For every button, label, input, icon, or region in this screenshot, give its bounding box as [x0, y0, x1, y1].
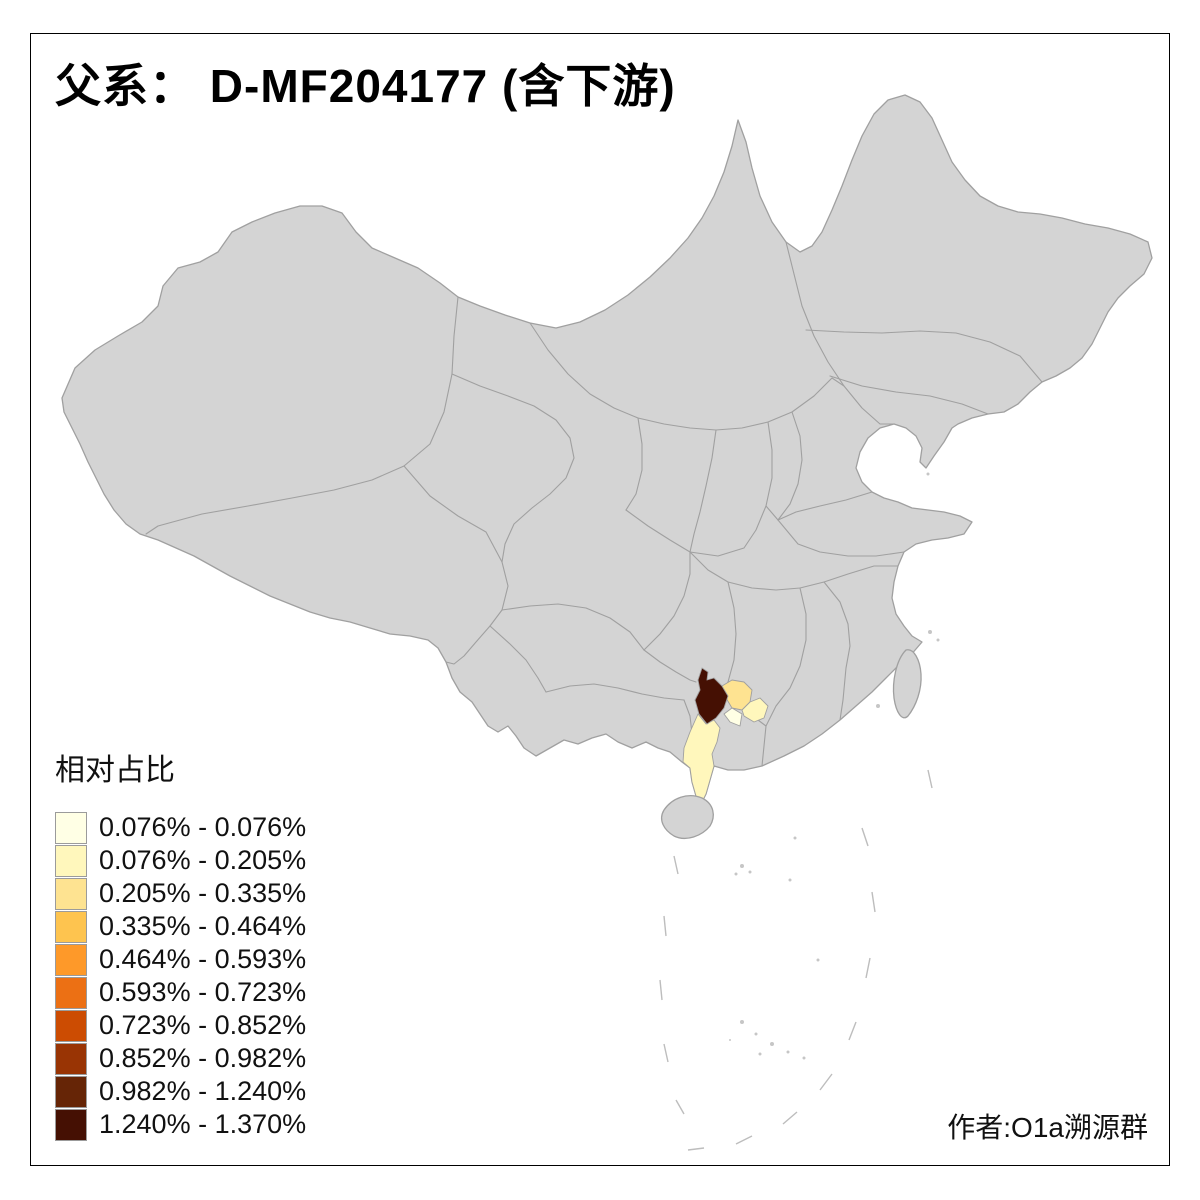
- region-far-east-neighbor: [741, 697, 769, 723]
- legend-label: 0.205% - 0.335%: [99, 878, 307, 908]
- author-credit: 作者:O1a溯源群: [947, 1112, 1148, 1143]
- map-frame: [30, 33, 1170, 1166]
- taiwan-island: [892, 649, 922, 719]
- legend-swatch: [55, 976, 87, 1009]
- legend-label: 0.076% - 0.076%: [99, 812, 307, 842]
- region-southeast-neighbor: [723, 707, 743, 727]
- legend-row: 0.593% - 0.723%: [55, 976, 306, 1009]
- legend-label: 0.593% - 0.723%: [99, 977, 307, 1007]
- legend-swatch: [55, 1009, 87, 1042]
- mainland-outline: [61, 94, 1153, 803]
- legend-row: 0.982% - 1.240%: [55, 1075, 306, 1108]
- legend-label: 0.335% - 0.464%: [99, 911, 307, 941]
- legend-swatch: [55, 1075, 87, 1108]
- legend-row: 0.205% - 0.335%: [55, 877, 306, 910]
- legend-row: 1.240% - 1.370%: [55, 1108, 306, 1141]
- legend-swatch: [55, 1042, 87, 1075]
- legend-label: 0.464% - 0.593%: [99, 944, 307, 974]
- page-title: 父系： D-MF204177 (含下游): [55, 60, 676, 112]
- legend-label: 0.723% - 0.852%: [99, 1010, 307, 1040]
- province-borders: [145, 241, 1043, 769]
- legend-swatch: [55, 910, 87, 943]
- legend-label: 0.852% - 0.982%: [99, 1043, 307, 1073]
- legend-title: 相对占比: [55, 754, 175, 787]
- legend-rows: 0.076% - 0.076% 0.076% - 0.205% 0.205% - 0…: [55, 811, 306, 1141]
- legend-row: 0.335% - 0.464%: [55, 910, 306, 943]
- region-south-peninsula: [682, 713, 721, 803]
- hainan-island: [660, 795, 714, 840]
- legend-swatch: [55, 844, 87, 877]
- legend-label: 1.240% - 1.370%: [99, 1109, 307, 1139]
- legend-swatch: [55, 943, 87, 976]
- legend-row: 0.076% - 0.076%: [55, 811, 306, 844]
- legend-row: 0.464% - 0.593%: [55, 943, 306, 976]
- legend-row: 0.076% - 0.205%: [55, 844, 306, 877]
- south-china-sea-features: [659, 472, 940, 1151]
- region-core-dark: [694, 667, 729, 725]
- legend-swatch: [55, 1108, 87, 1141]
- legend-label: 0.076% - 0.205%: [99, 845, 307, 875]
- legend-row: 0.852% - 0.982%: [55, 1042, 306, 1075]
- legend: 相对占比 0.076% - 0.076% 0.076% - 0.205% 0.205…: [55, 745, 306, 1141]
- highlighted-regions: [682, 667, 769, 803]
- legend-label: 0.982% - 1.240%: [99, 1076, 307, 1106]
- legend-row: 0.723% - 0.852%: [55, 1009, 306, 1042]
- legend-swatch: [55, 811, 87, 844]
- legend-swatch: [55, 877, 87, 910]
